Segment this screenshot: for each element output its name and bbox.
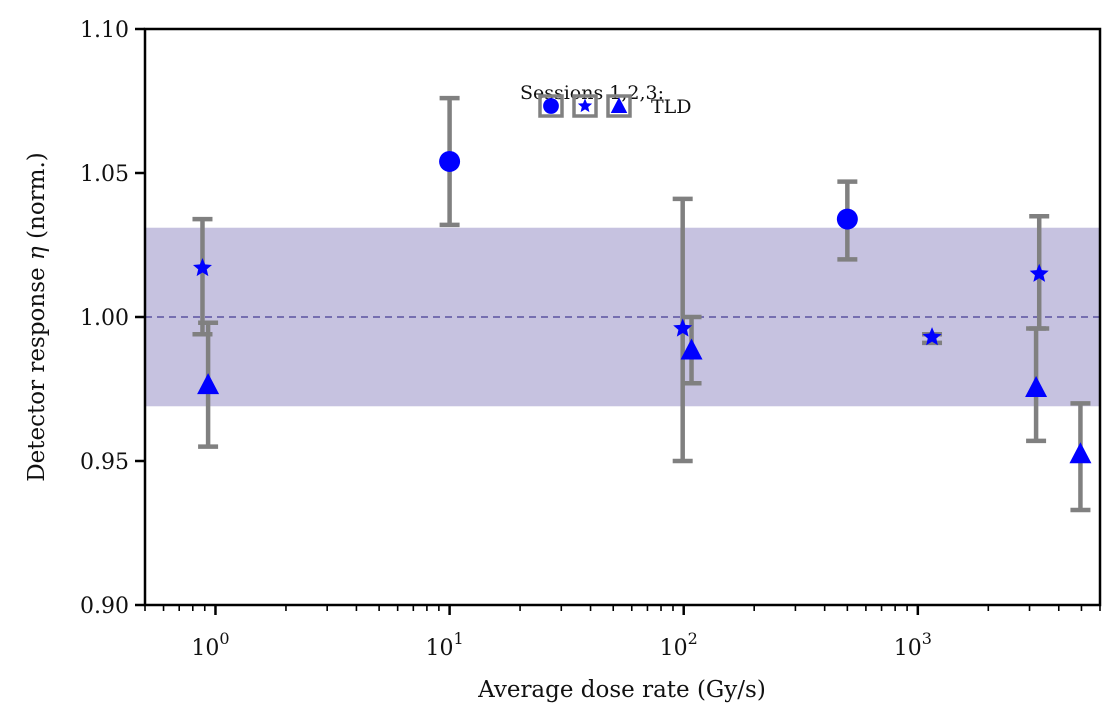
- y-axis-label: Detector response η (norm.): [24, 152, 50, 482]
- legend-handle-circle: [538, 94, 564, 118]
- y-axis-label-prefix: Detector response: [24, 260, 50, 482]
- x-tick-label-exponent: 2: [688, 629, 698, 648]
- series-1-markers: [439, 150, 858, 230]
- x-tick-label-base: 10: [894, 636, 922, 661]
- series-3: [198, 314, 1091, 513]
- x-tick-label: 100: [191, 629, 229, 661]
- x-tick-label-exponent: 1: [453, 629, 463, 648]
- data-point-circle: [836, 208, 858, 230]
- data-point-triangle: [1069, 442, 1092, 464]
- data-point-star: [922, 327, 942, 346]
- legend-label: TLD: [651, 96, 692, 118]
- legend-marker-star: [577, 98, 593, 113]
- legend-handle-star: [572, 94, 598, 118]
- data-point-triangle: [1025, 375, 1048, 397]
- data-point-star: [192, 258, 212, 277]
- x-tick-label-exponent: 0: [219, 629, 229, 648]
- legend-handle-triangle: [606, 94, 632, 118]
- legend-marker-circle: [543, 98, 559, 114]
- x-tick-label-base: 10: [660, 636, 688, 661]
- y-tick-label: 1.05: [80, 162, 129, 187]
- y-tick-label: 1.00: [80, 306, 129, 331]
- x-tick-label: 101: [425, 629, 463, 661]
- legend-handles: [538, 94, 632, 118]
- legend-errorbar-box: [538, 94, 564, 118]
- y-axis-label-symbol: η: [24, 246, 50, 260]
- series-3-markers: [197, 338, 1092, 464]
- x-tick-label-exponent: 3: [922, 629, 932, 648]
- uncertainty-band: [145, 227, 1100, 407]
- y-tick-label: 0.95: [80, 450, 129, 475]
- data-point-circle: [439, 150, 461, 172]
- series-2-markers: [192, 258, 1049, 346]
- x-tick-label: 103: [894, 629, 932, 661]
- x-axis-label: Average dose rate (Gy/s): [477, 677, 766, 703]
- legend-marker-triangle: [610, 97, 628, 113]
- data-point-triangle: [197, 373, 220, 395]
- x-tick-label-base: 10: [191, 636, 219, 661]
- legend-errorbar-box: [606, 94, 632, 118]
- data-point-star: [1029, 263, 1049, 282]
- legend: Sessions 1,2,3: TLD: [520, 82, 692, 118]
- y-axis-label-suffix: (norm.): [24, 152, 50, 246]
- x-tick-label: 102: [660, 629, 698, 661]
- legend-errorbar-box: [572, 94, 598, 118]
- plot-area: [145, 95, 1100, 513]
- y-tick-label: 1.10: [80, 18, 129, 43]
- data-point-triangle: [680, 338, 703, 360]
- x-tick-label-base: 10: [425, 636, 453, 661]
- y-tick-label: 0.90: [80, 594, 129, 619]
- data-point-star: [673, 318, 693, 337]
- legend-title: Sessions 1,2,3:: [520, 82, 664, 104]
